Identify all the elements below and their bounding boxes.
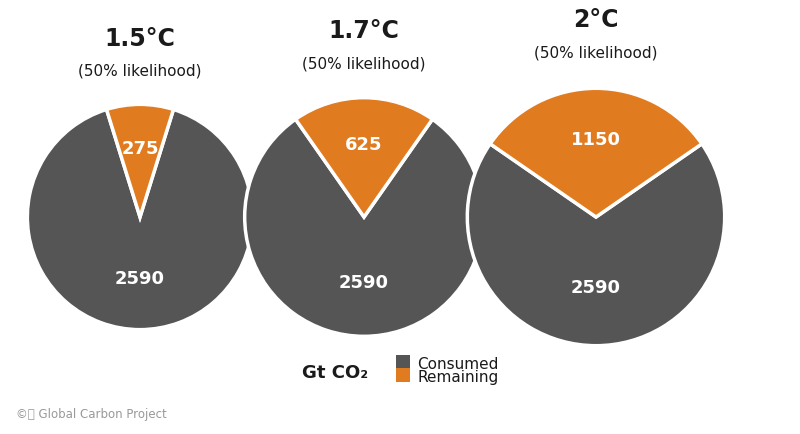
Wedge shape xyxy=(106,104,174,217)
Text: ©Ⓢ Global Carbon Project: ©Ⓢ Global Carbon Project xyxy=(16,408,166,421)
Text: Consumed: Consumed xyxy=(418,357,499,372)
Wedge shape xyxy=(27,109,253,330)
Text: 2°C: 2°C xyxy=(574,8,618,32)
Text: 2590: 2590 xyxy=(339,273,389,292)
Wedge shape xyxy=(467,144,725,346)
Text: 275: 275 xyxy=(122,141,158,158)
Text: (50% likelihood): (50% likelihood) xyxy=(534,45,658,60)
Text: Gt CO₂: Gt CO₂ xyxy=(302,364,368,382)
Text: 625: 625 xyxy=(346,136,382,155)
Text: Remaining: Remaining xyxy=(418,370,499,385)
Text: 2590: 2590 xyxy=(115,270,165,288)
Wedge shape xyxy=(295,98,433,217)
Text: (50% likelihood): (50% likelihood) xyxy=(302,56,426,71)
Text: 1.7°C: 1.7°C xyxy=(329,19,399,43)
Wedge shape xyxy=(245,119,483,336)
Text: 1150: 1150 xyxy=(571,131,621,149)
Text: (50% likelihood): (50% likelihood) xyxy=(78,64,202,79)
Wedge shape xyxy=(490,88,702,217)
Text: 1.5°C: 1.5°C xyxy=(105,26,175,51)
Text: 2590: 2590 xyxy=(571,279,621,297)
